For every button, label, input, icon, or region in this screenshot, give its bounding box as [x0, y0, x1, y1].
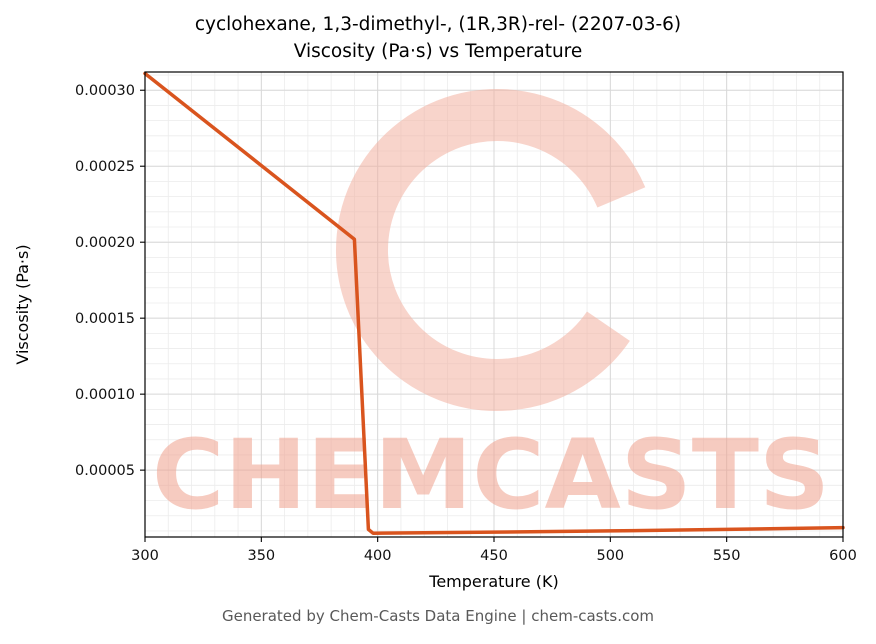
y-tick-label: 0.00020: [75, 235, 135, 251]
x-axis-label: Temperature (K): [428, 572, 558, 591]
y-tick-label: 0.00025: [75, 159, 135, 175]
x-tick-label: 550: [713, 548, 741, 564]
tick-labels: 300 350 400 450 500 550 600 0.00005 0.00010 0.000…: [75, 83, 857, 564]
chart-title: cyclohexane, 1,3-dimethyl-, (1R,3R)-rel-…: [0, 12, 876, 66]
y-tick-label: 0.00030: [75, 83, 135, 99]
watermark-text: CHEMCASTS: [152, 419, 830, 531]
chart-title-line1: cyclohexane, 1,3-dimethyl-, (1R,3R)-rel-…: [194, 14, 682, 35]
x-tick-label: 450: [480, 548, 508, 564]
footer-credit: Generated by Chem-Casts Data Engine | ch…: [221, 607, 655, 625]
y-tick-label: 0.00005: [75, 463, 135, 479]
x-tick-label: 300: [131, 548, 159, 564]
x-tick-label: 600: [829, 548, 857, 564]
x-tick-label: 350: [247, 548, 275, 564]
y-axis-label: Viscosity (Pa·s): [13, 244, 32, 364]
chart-title-line2: Viscosity (Pa·s) vs Temperature: [293, 40, 583, 62]
x-tick-label: 400: [364, 548, 392, 564]
series-viscosity-line: [143, 71, 845, 535]
watermark-logo-ring: [336, 89, 646, 411]
y-tick-label: 0.00015: [75, 311, 135, 327]
tick-marks: [140, 89, 844, 542]
x-tick-label: 500: [596, 548, 624, 564]
y-tick-label: 0.00010: [75, 387, 135, 403]
